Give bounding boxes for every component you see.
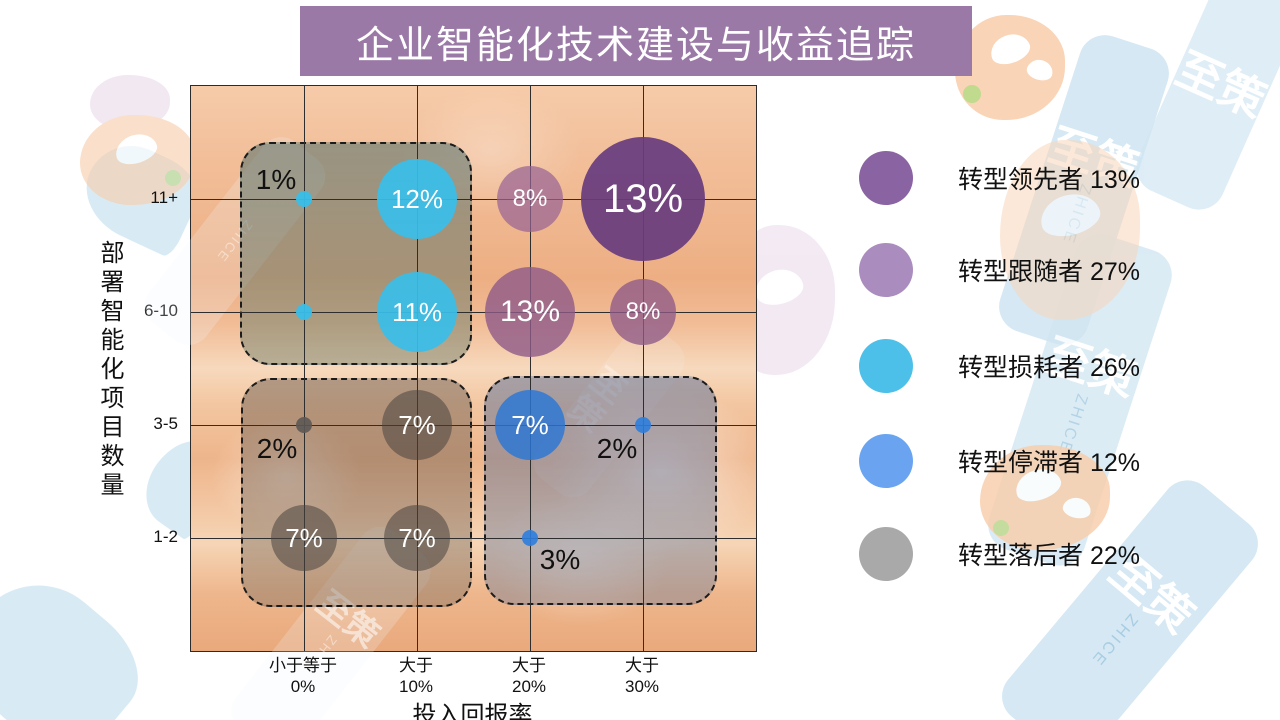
watermark-chars: 至策 xyxy=(1168,42,1274,128)
gridline xyxy=(191,425,756,426)
y-tick-4: 1-2 xyxy=(153,527,178,546)
legend-item-1: 转型领先者 13% xyxy=(859,151,1140,205)
legend-swatch-4 xyxy=(859,434,913,488)
x-tick-line2: 30% xyxy=(624,677,660,696)
legend-swatch-2 xyxy=(859,243,913,297)
bubble-5 xyxy=(296,304,312,320)
bubble-label-10: 7% xyxy=(398,410,436,440)
legend-label-1: 转型领先者 13% xyxy=(958,166,1140,194)
gridline xyxy=(417,86,418,651)
x-axis-title: 投入回报率 xyxy=(412,702,533,720)
bubble-1 xyxy=(296,191,312,207)
legend-swatch-5 xyxy=(859,527,913,581)
legend-swatch-1 xyxy=(859,151,913,205)
x-tick-line2: 10% xyxy=(398,677,434,696)
bubble-label-7: 13% xyxy=(499,295,561,328)
legend-item-5: 转型落后者 22% xyxy=(859,527,1140,581)
legend-label-2: 转型跟随者 27% xyxy=(958,258,1140,286)
bubble-label-8: 8% xyxy=(625,298,661,325)
gridline xyxy=(191,538,756,539)
bubble-label-3: 8% xyxy=(512,185,548,212)
x-tick-line1: 小于等于 xyxy=(269,656,337,675)
x-tick-line1: 大于 xyxy=(625,656,659,675)
x-tick-line2: 20% xyxy=(511,677,547,696)
chart-title: 企业智能化技术建设与收益追踪 xyxy=(300,6,972,76)
legend-label-5: 转型落后者 22% xyxy=(958,542,1140,570)
bubble-12 xyxy=(635,417,651,433)
bubble-label-9: 2% xyxy=(256,433,298,464)
x-tick-line1: 大于 xyxy=(512,656,546,675)
bubble-3 xyxy=(497,166,563,232)
bubble-label-2: 12% xyxy=(390,184,444,214)
watermark-latin: ZHICE xyxy=(1087,610,1141,670)
bubble-label-14: 7% xyxy=(398,523,436,553)
legend-item-3: 转型损耗者 26% xyxy=(859,339,1140,393)
bubble-8 xyxy=(610,279,676,345)
watermark-logo xyxy=(1000,140,1150,330)
y-tick-2: 6-10 xyxy=(143,301,178,320)
y-tick-3: 3-5 xyxy=(153,414,178,433)
legend-item-4: 转型停滞者 12% xyxy=(859,434,1140,488)
bubble-label-11: 7% xyxy=(511,410,549,440)
legend-label-4: 转型停滞者 12% xyxy=(958,449,1140,477)
x-tick-line1: 大于 xyxy=(399,656,433,675)
bubble-6 xyxy=(377,272,457,352)
plot-area: ZHICE 至策 ZHICE 至策 1%12%8%13%11%13%8%2%7%… xyxy=(135,85,771,720)
bubble-14 xyxy=(384,505,450,571)
gridline xyxy=(643,86,644,651)
bubble-9 xyxy=(296,417,312,433)
bubble-label-1: 1% xyxy=(255,164,297,195)
bubble-2 xyxy=(377,159,457,239)
bubble-7 xyxy=(485,267,575,357)
x-tick-line2: 0% xyxy=(290,677,316,696)
gridline xyxy=(191,312,756,313)
bubble-label-12: 2% xyxy=(596,433,638,464)
watermark-logo xyxy=(70,75,220,215)
x-tick-1: 小于等于 0% xyxy=(243,655,363,697)
legend-swatch-3 xyxy=(859,339,913,393)
gridline xyxy=(530,86,531,651)
y-axis-title: 部署智能化项目数量 xyxy=(96,240,123,501)
bubble-label-4: 13% xyxy=(602,177,684,221)
x-tick-2: 大于 10% xyxy=(356,655,476,697)
y-tick-1: 11+ xyxy=(150,188,178,207)
bubble-4 xyxy=(581,137,705,261)
bubble-label-13: 7% xyxy=(285,523,323,553)
legend-label-3: 转型损耗者 26% xyxy=(958,354,1140,382)
gridline xyxy=(191,199,756,200)
bubble-label-15: 3% xyxy=(539,544,581,575)
bubble-15 xyxy=(522,530,538,546)
watermark-logo xyxy=(975,440,1120,560)
gridline xyxy=(304,86,305,651)
legend-item-2: 转型跟随者 27% xyxy=(859,243,1140,297)
watermark-logo xyxy=(945,5,1085,135)
bubble-10 xyxy=(382,390,452,460)
x-tick-3: 大于 20% xyxy=(469,655,589,697)
bubble-label-6: 11% xyxy=(391,297,443,327)
bubble-11 xyxy=(495,390,565,460)
watermark-swoosh xyxy=(0,556,161,720)
x-tick-4: 大于 30% xyxy=(582,655,702,697)
bubble-13 xyxy=(271,505,337,571)
